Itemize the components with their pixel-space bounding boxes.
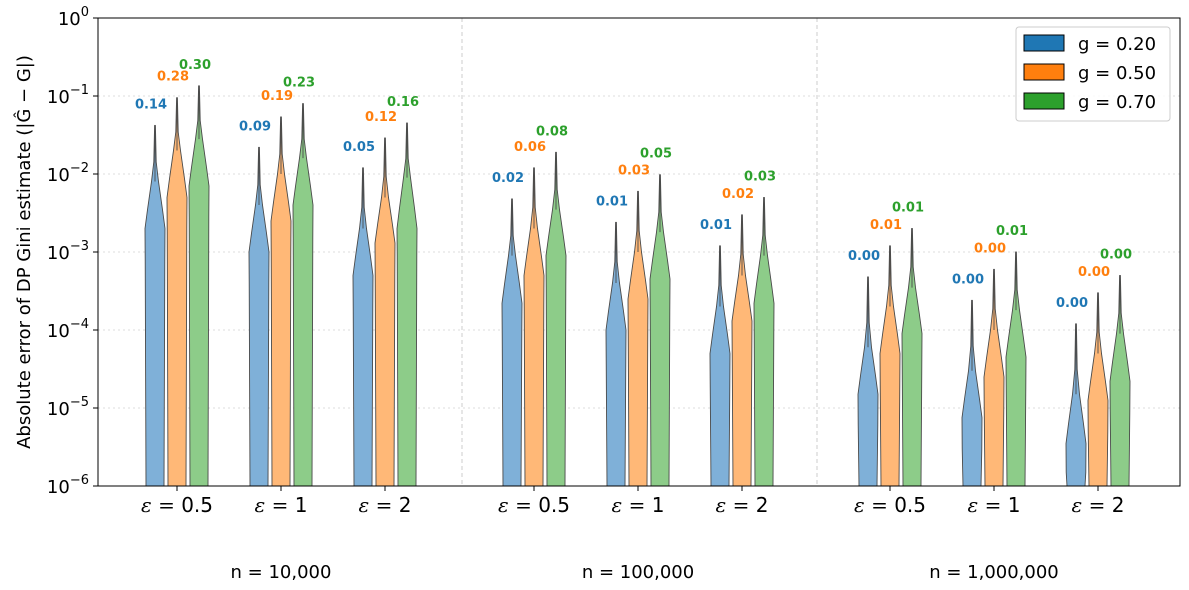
legend-label: g = 0.20	[1078, 34, 1156, 55]
group-separators	[461, 18, 818, 486]
value-label: 0.19	[261, 89, 293, 104]
value-label: 0.01	[892, 201, 924, 216]
value-label: 0.28	[157, 70, 189, 85]
violins	[144, 85, 1131, 487]
violin	[188, 85, 210, 487]
value-label: 0.02	[492, 171, 524, 186]
legend: g = 0.20 g = 0.50 g = 0.70	[1015, 26, 1171, 122]
value-label: 0.03	[744, 169, 776, 184]
x-tick-label: ε = 2	[359, 493, 412, 517]
value-label: 0.00	[952, 272, 984, 287]
value-label: 0.00	[848, 249, 880, 264]
group-label: n = 10,000	[231, 562, 332, 583]
y-tick-label: 10−2	[47, 161, 89, 186]
y-axis-label: Absolute error of DP Gini estimate (|Ĝ −…	[13, 55, 35, 449]
value-label: 0.08	[536, 124, 568, 139]
y-tick-label: 10−4	[47, 317, 89, 342]
value-label: 0.14	[135, 97, 167, 112]
value-label: 0.01	[870, 218, 902, 233]
x-tick-label: ε = 2	[716, 493, 769, 517]
value-label: 0.02	[722, 187, 754, 202]
value-label: 0.00	[1056, 296, 1088, 311]
y-axis-ticks: 10−6 10−5 10−4 10−3 10−2 10−1 100	[47, 5, 98, 498]
legend-label: g = 0.50	[1078, 63, 1156, 84]
value-label: 0.12	[365, 110, 397, 125]
x-axis-ticks: n = 10,000 ε = 0.5 ε = 1 ε = 2 n = 100,000 ε …	[141, 486, 1124, 583]
legend-swatch	[1023, 34, 1065, 52]
y-tick-label: 10−6	[47, 473, 89, 498]
legend-label: g = 0.70	[1078, 92, 1156, 113]
value-label: 0.00	[1078, 265, 1110, 280]
y-tick-label: 10−5	[47, 395, 89, 420]
value-label: 0.00	[1100, 247, 1132, 262]
x-tick-label: ε = 1	[255, 493, 308, 517]
value-label: 0.01	[700, 218, 732, 233]
x-tick-label: ε = 0.5	[854, 493, 926, 517]
violin	[166, 97, 188, 487]
value-label: 0.00	[974, 241, 1006, 256]
violin	[292, 103, 314, 487]
value-label: 0.16	[387, 95, 419, 110]
x-tick-label: ε = 0.5	[498, 493, 570, 517]
value-label: 0.01	[596, 194, 628, 209]
group-label: n = 1,000,000	[929, 562, 1059, 583]
value-label: 0.23	[283, 76, 315, 91]
value-label: 0.05	[640, 147, 672, 162]
y-tick-label: 10−3	[47, 239, 89, 264]
value-labels: 0.14 0.280.30 0.09 0.190.23 0.05 0.120.16 0.02…	[135, 58, 1132, 311]
y-tick-label: 100	[58, 5, 89, 30]
legend-swatch	[1023, 63, 1065, 81]
legend-swatch	[1023, 92, 1065, 110]
value-label: 0.06	[514, 140, 546, 155]
group-label: n = 100,000	[582, 562, 694, 583]
value-label: 0.03	[618, 163, 650, 178]
x-tick-label: ε = 0.5	[141, 493, 213, 517]
value-label: 0.01	[996, 224, 1028, 239]
x-tick-label: ε = 1	[612, 493, 665, 517]
x-tick-label: ε = 2	[1072, 493, 1125, 517]
x-tick-label: ε = 1	[968, 493, 1021, 517]
value-label: 0.05	[343, 140, 375, 155]
value-label: 0.09	[239, 119, 271, 134]
y-tick-label: 10−1	[47, 83, 89, 108]
value-label: 0.30	[179, 58, 211, 73]
